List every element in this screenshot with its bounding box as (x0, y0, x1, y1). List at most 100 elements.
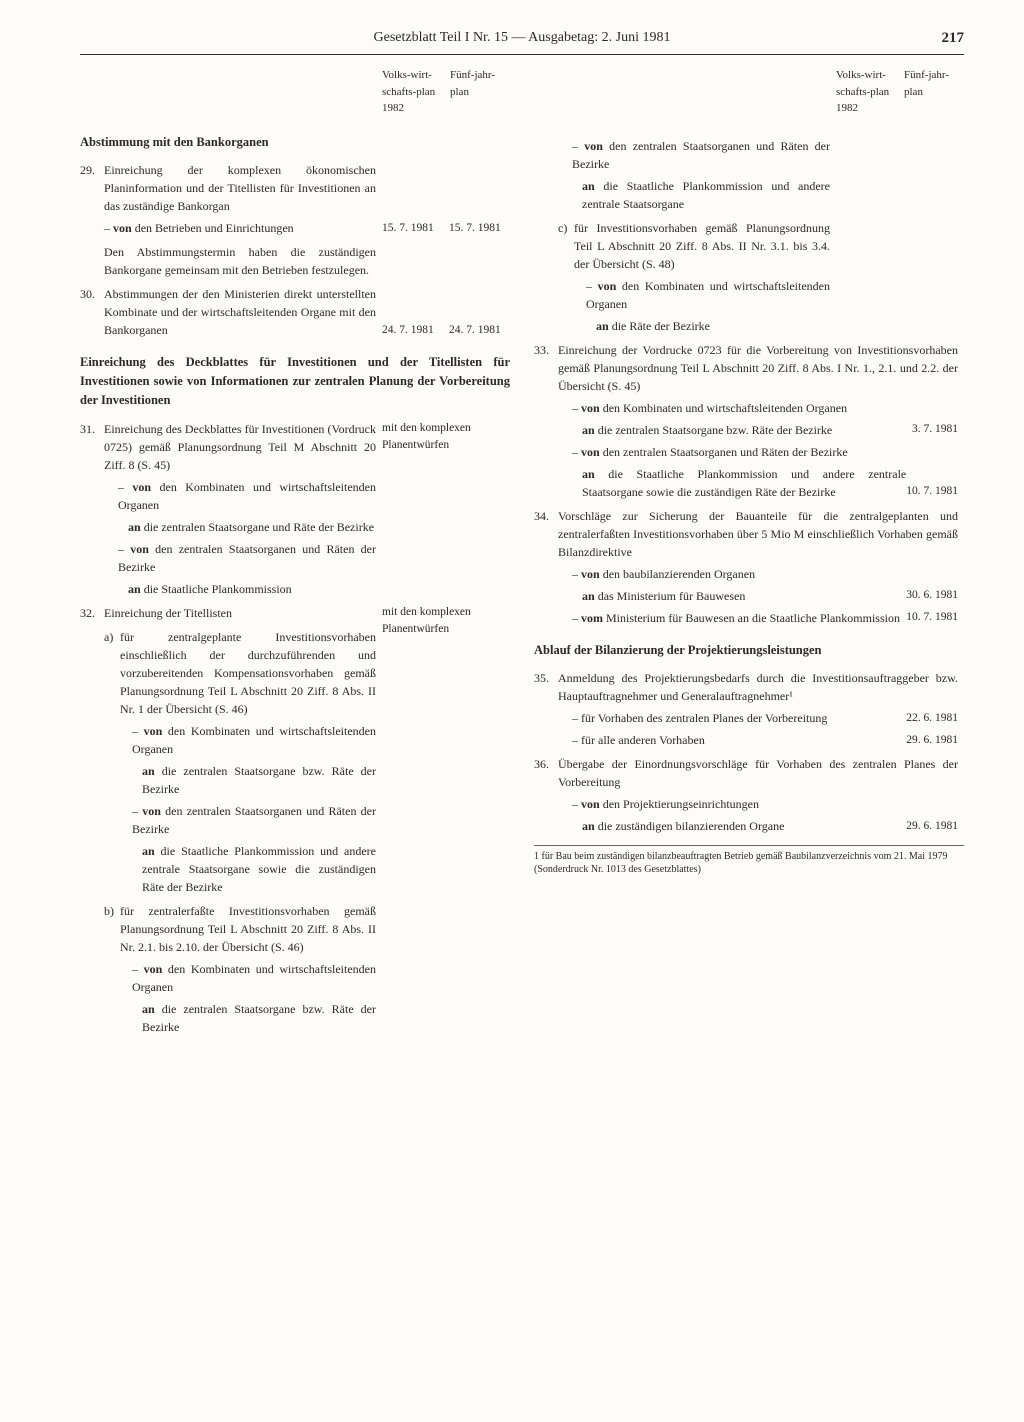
e31-sub2: – von den zentralen Staatsorganen und Rä… (104, 540, 376, 576)
e32c-s1: – von den Kombinaten und wirtschaftsleit… (558, 277, 830, 313)
entry-num-31: 31. (80, 420, 104, 598)
entry-36: 36. Übergabe der Einordnungsvorschläge f… (534, 755, 964, 835)
entry-32-cont: – von den zentralen Staatsorganen und Rä… (534, 133, 964, 335)
e32b-txt: für zentralerfaßte Investitionsvorhaben … (120, 902, 376, 956)
e29-date2: 15. 7. 1981 (449, 220, 510, 237)
entry-29: 29. Einreichung der komplexen ökonomisch… (80, 161, 510, 237)
e32b-s1: – von den Kombinaten und wirtschaftsleit… (104, 960, 376, 996)
e32-c: c) für Investitionsvorhaben gemäß Planun… (558, 219, 830, 273)
entry-31: 31. Einreichung des Deckblattes für Inve… (80, 420, 510, 598)
e32-cont1b: an die Staatliche Plankommission und and… (558, 177, 830, 213)
entry-body-32: Einreichung der Titellisten a) für zentr… (104, 604, 382, 1036)
page-header: Gesetzblatt Teil I Nr. 15 — Ausgabetag: … (80, 30, 964, 55)
entry-num-29: 29. (80, 161, 104, 237)
e35-d1: 22. 6. 1981 (906, 710, 958, 727)
e29-date1: 15. 7. 1981 (382, 220, 443, 237)
e35-text: Anmeldung des Projektierungsbedarfs durc… (558, 671, 958, 703)
entry-29-dates: 15. 7. 1981 15. 7. 1981 (382, 161, 510, 237)
entry-body-34: Vorschläge zur Sicherung der Bauanteile … (558, 507, 964, 627)
e32a-s1: – von den Kombinaten und wirtschaftsleit… (104, 722, 376, 758)
col-header-vwp: Volks-wirt-schafts-plan 1982 (382, 67, 442, 117)
e35-d2: 29. 6. 1981 (906, 732, 958, 749)
e31-sub2b: an die Staatliche Plankommission (104, 580, 376, 598)
entry-body-36: Übergabe der Einordnungsvorschläge für V… (558, 755, 964, 835)
entry-30-dates: 24. 7. 1981 24. 7. 1981 (382, 285, 510, 339)
e32b-lbl: b) (104, 902, 120, 956)
e30-date2: 24. 7. 1981 (449, 322, 510, 339)
e32a-txt: für zentralgeplante Investitionsvorhaben… (120, 628, 376, 718)
entry-num-34: 34. (534, 507, 558, 627)
entry-num-30: 30. (80, 285, 104, 339)
entry-body-29: Einreichung der komplexen ökonomischen P… (104, 161, 382, 237)
entry-num-33: 33. (534, 341, 558, 501)
e36-s1b: an die zuständigen bilanzierenden Organe (558, 817, 906, 835)
entry-29-note: Den Abstimmungstermin haben die zuständi… (104, 243, 382, 279)
entry-num-32: 32. (80, 604, 104, 1036)
e32-b: b) für zentralerfaßte Investitionsvorhab… (104, 902, 376, 956)
entry-body-35: Anmeldung des Projektierungsbedarfs durc… (558, 669, 964, 749)
e33-d2: 10. 7. 1981 (906, 483, 958, 500)
footnote: 1 für Bau beim zuständigen bilanzbeauftr… (534, 845, 964, 876)
entry-34: 34. Vorschläge zur Sicherung der Bauante… (534, 507, 964, 627)
right-column: Volks-wirt-schafts-plan 1982 Fünf-jahr-p… (534, 67, 964, 1042)
e35-s2: – für alle anderen Vorhaben (558, 731, 906, 749)
e36-s1: – von den Projektierungseinrichtungen (558, 795, 958, 813)
entry-33: 33. Einreichung der Vordrucke 0723 für d… (534, 341, 964, 501)
page-number: 217 (942, 30, 965, 47)
entry-32: 32. Einreichung der Titellisten a) für z… (80, 604, 510, 1036)
col-header-fjp: Fünf-jahr-plan (450, 67, 510, 117)
entry-text-29: Einreichung der komplexen ökonomischen P… (104, 163, 376, 213)
e32-cont1: – von den zentralen Staatsorganen und Rä… (558, 137, 830, 173)
entry-body-31: Einreichung des Deckblattes für Investit… (104, 420, 382, 598)
entry-32-text: Einreichung der Titellisten (104, 606, 232, 620)
e33-s2b: an die Staatliche Plankommission und and… (558, 465, 906, 501)
e32a-s2b: an die Staatliche Plankommission und and… (104, 842, 376, 896)
section-title-3: Ablauf der Bilanzierung der Projektierun… (534, 641, 964, 660)
left-column: Volks-wirt-schafts-plan 1982 Fünf-jahr-p… (80, 67, 510, 1042)
entry-body-33: Einreichung der Vordrucke 0723 für die V… (558, 341, 964, 501)
col-header-vwp-r: Volks-wirt-schafts-plan 1982 (836, 67, 896, 117)
section-title-2: Einreichung des Deckblattes für Investit… (80, 353, 510, 409)
e33-s2: – von den zentralen Staatsorganen und Rä… (558, 443, 958, 461)
header-title: Gesetzblatt Teil I Nr. 15 — Ausgabetag: … (374, 30, 671, 45)
e33-s1: – von den Kombinaten und wirtschaftsleit… (558, 399, 958, 417)
two-column-layout: Volks-wirt-schafts-plan 1982 Fünf-jahr-p… (80, 67, 964, 1042)
e32-a: a) für zentralgeplante Investitionsvorha… (104, 628, 376, 718)
e32a-s1b: an die zentralen Staatsorgane bzw. Räte … (104, 762, 376, 798)
e32b-s1b: an die zentralen Staatsorgane bzw. Räte … (104, 1000, 376, 1036)
entry-35: 35. Anmeldung des Projektierungsbedarfs … (534, 669, 964, 749)
e34-s2: – vom Ministerium für Bauwesen an die St… (558, 609, 906, 627)
right-col-headers: Volks-wirt-schafts-plan 1982 Fünf-jahr-p… (534, 67, 964, 117)
page-container: Gesetzblatt Teil I Nr. 15 — Ausgabetag: … (0, 0, 1024, 1422)
left-col-headers: Volks-wirt-schafts-plan 1982 Fünf-jahr-p… (80, 67, 510, 117)
entry-31-side: mit den komplexen Planentwürfen (382, 420, 510, 598)
entry-29-sub: – von den Betrieben und Einrichtungen (104, 221, 294, 235)
section-title-1: Abstimmung mit den Bankorganen (80, 133, 510, 152)
e34-s1b: an das Ministerium für Bauwesen (558, 587, 906, 605)
e33-s1b: an die zentralen Staatsorgane bzw. Räte … (558, 421, 912, 439)
entry-body-30: Abstimmungen der den Ministerien direkt … (104, 285, 382, 339)
e34-d2: 10. 7. 1981 (906, 609, 958, 626)
entry-31-text: Einreichung des Deckblattes für Investit… (104, 422, 376, 472)
e33-d1: 3. 7. 1981 (912, 421, 958, 438)
e31-sub1: – von den Kombinaten und wirtschaftsleit… (104, 478, 376, 514)
e33-text: Einreichung der Vordrucke 0723 für die V… (558, 343, 958, 393)
e32c-s1b: an die Räte der Bezirke (558, 317, 830, 335)
e32c-lbl: c) (558, 219, 574, 273)
entry-num-36: 36. (534, 755, 558, 835)
e34-s1: – von den baubilanzierenden Organen (558, 565, 958, 583)
entry-32-side: mit den komplexen Planentwürfen (382, 604, 510, 1036)
entry-num-35: 35. (534, 669, 558, 749)
entry-30: 30. Abstimmungen der den Ministerien dir… (80, 285, 510, 339)
entry-29-note-row: Den Abstimmungstermin haben die zuständi… (80, 243, 510, 279)
e32-cont-body: – von den zentralen Staatsorganen und Rä… (558, 133, 836, 335)
e31-sub1b: an die zentralen Staatsorgane und Räte d… (104, 518, 376, 536)
e34-text: Vorschläge zur Sicherung der Bauanteile … (558, 509, 958, 559)
e36-text: Übergabe der Einordnungsvorschläge für V… (558, 757, 958, 789)
e36-d1: 29. 6. 1981 (906, 818, 958, 835)
e32c-txt: für Investitionsvorhaben gemäß Planungso… (574, 219, 830, 273)
e30-date1: 24. 7. 1981 (382, 322, 443, 339)
col-header-fjp-r: Fünf-jahr-plan (904, 67, 964, 117)
e35-s1: – für Vorhaben des zentralen Planes der … (558, 709, 906, 727)
e32a-lbl: a) (104, 628, 120, 718)
